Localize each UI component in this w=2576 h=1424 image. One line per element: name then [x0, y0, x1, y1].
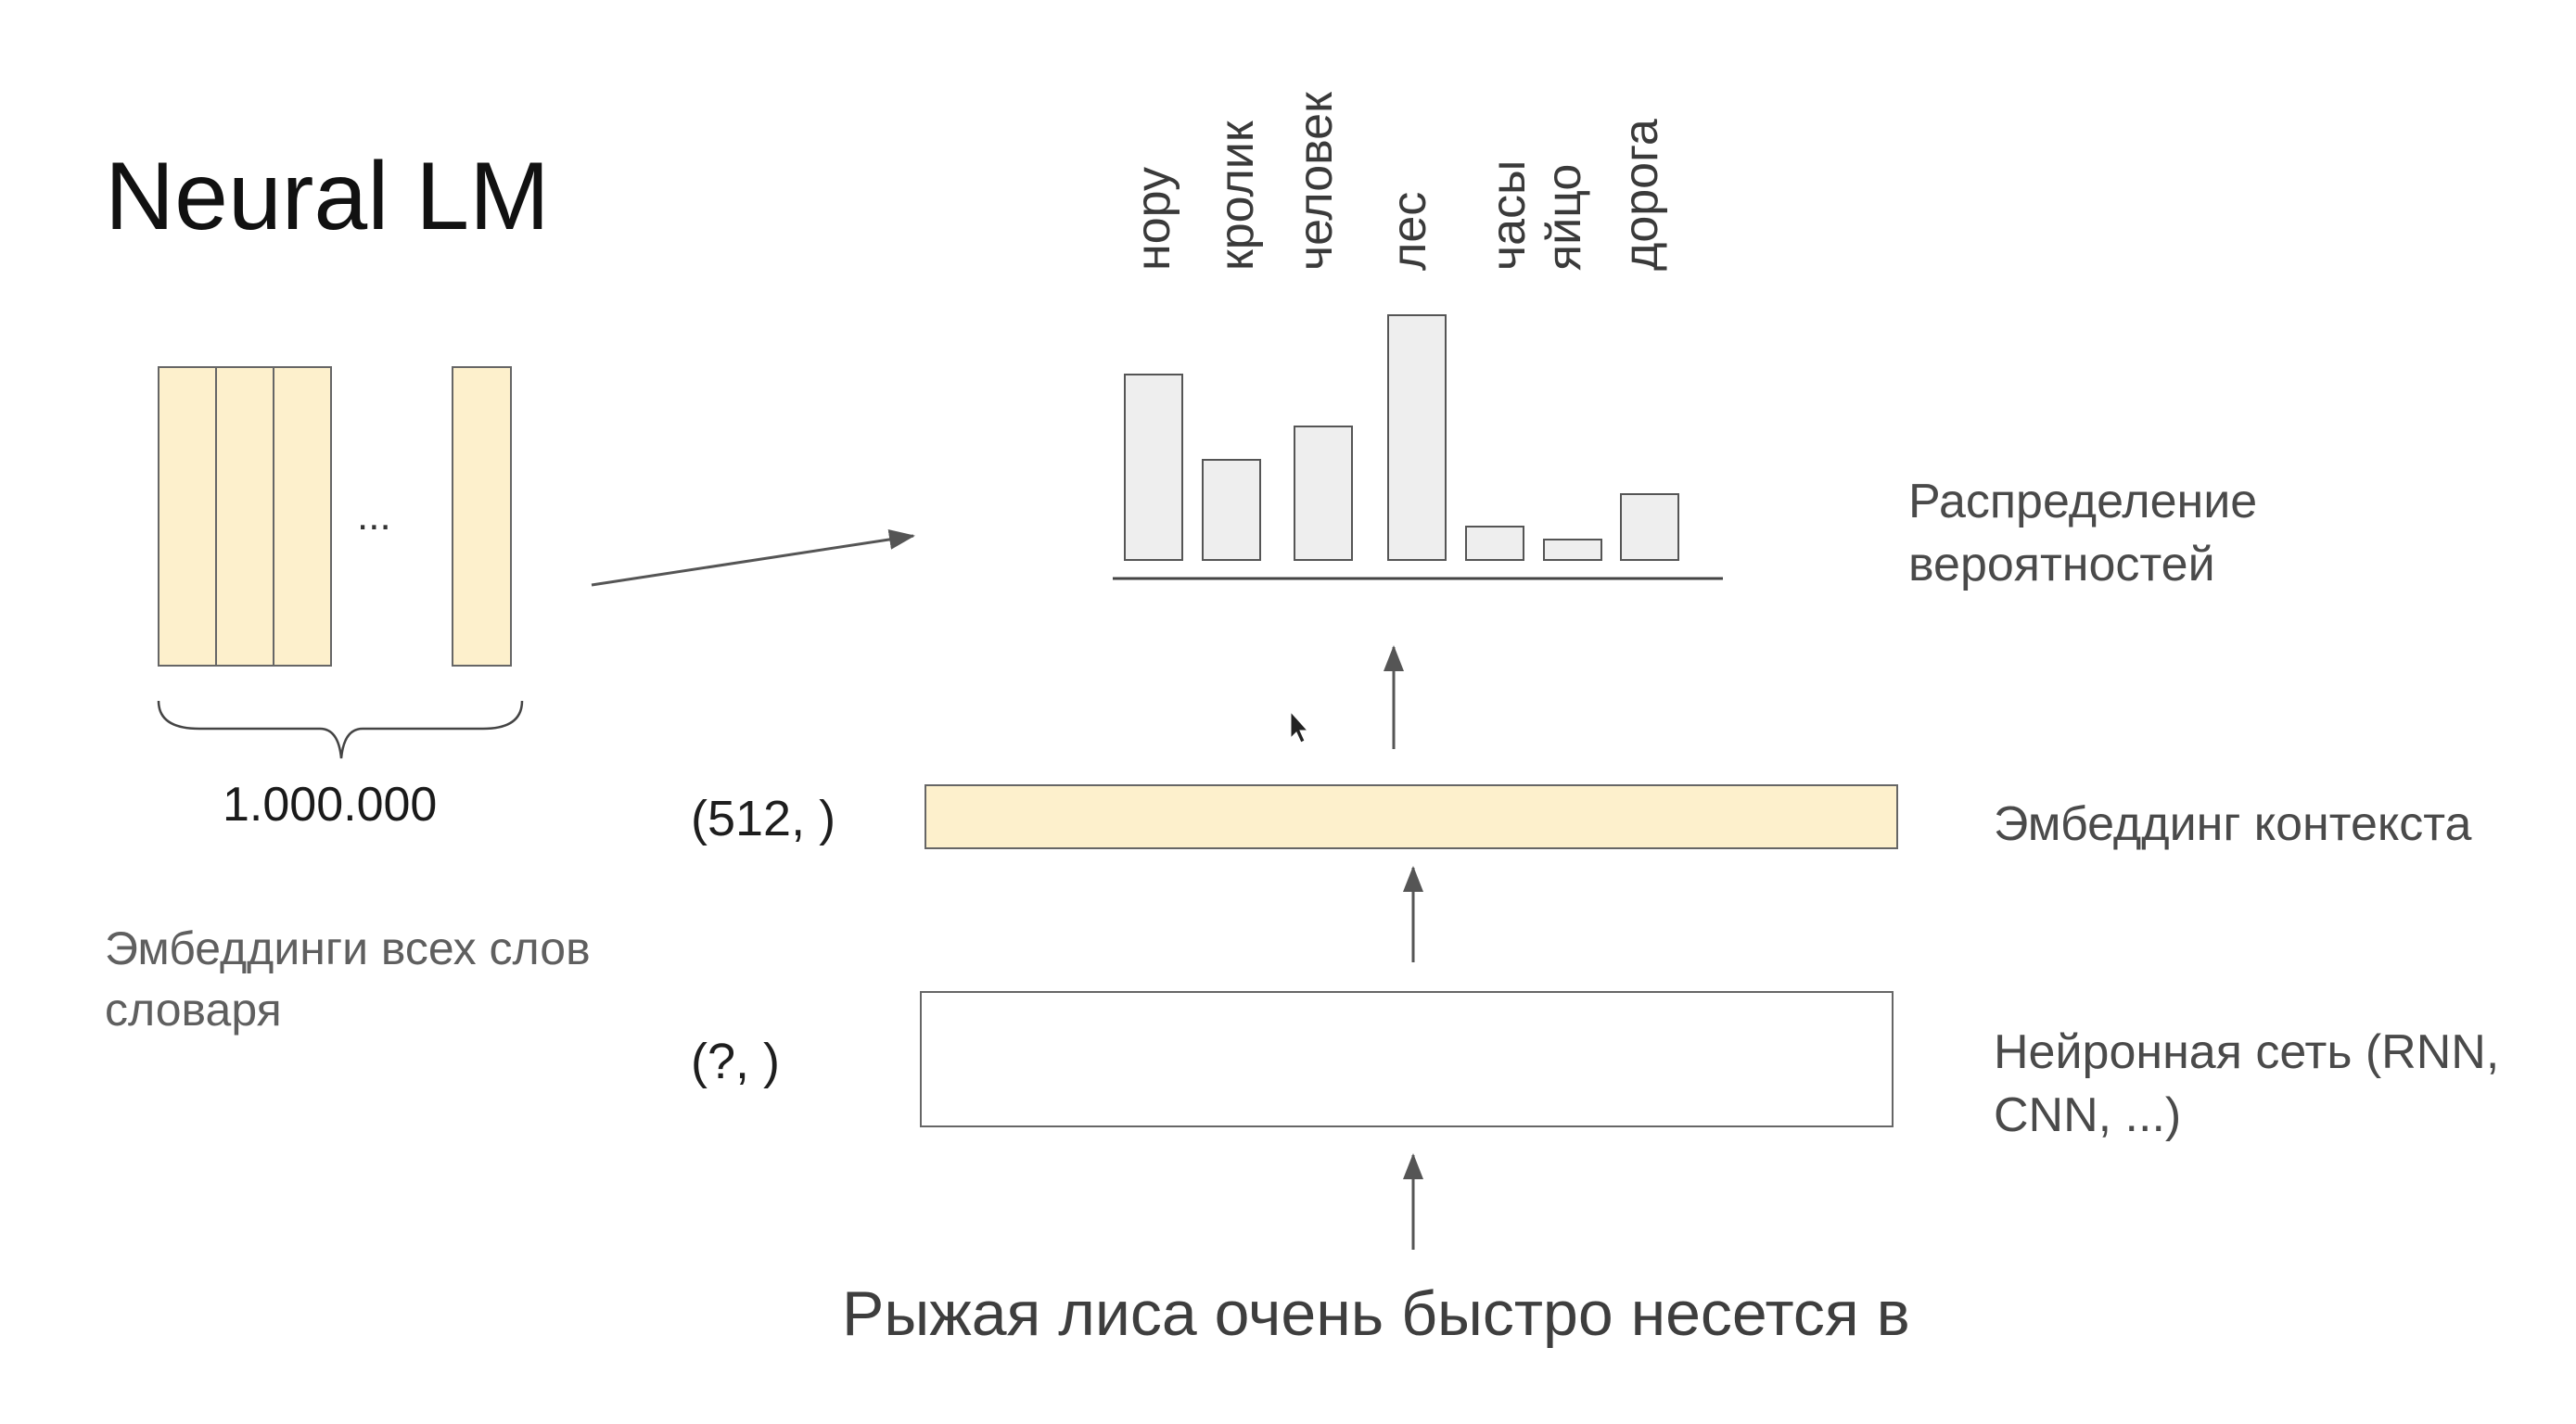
vocab-ellipsis: ... — [357, 493, 391, 539]
embedding-column — [273, 366, 332, 667]
embedding-column — [452, 366, 512, 667]
context-embedding-label: Эмбеддинг контекста — [1994, 797, 2472, 851]
probability-bar — [1543, 539, 1602, 561]
probability-bar — [1294, 426, 1353, 561]
word-label: лес — [1383, 191, 1436, 271]
word-label: нору — [1127, 167, 1180, 271]
slide-title: Neural LM — [105, 143, 550, 250]
distribution-label: Распределение вероятностей — [1908, 475, 2258, 591]
probability-bar — [1202, 459, 1261, 561]
input-sentence: Рыжая лиса очень быстро несется в — [842, 1278, 1910, 1349]
embedding-column — [215, 366, 274, 667]
vocab-size: 1.000.000 — [223, 778, 438, 832]
neural-network-box — [920, 991, 1894, 1127]
context-embedding-box — [925, 784, 1898, 849]
embedding-column — [158, 366, 217, 667]
word-label: часы — [1482, 159, 1536, 271]
vocab-caption: Эмбеддинги всех слов словаря — [105, 922, 591, 1036]
word-label: кролик — [1210, 121, 1264, 271]
word-label: яйцо — [1537, 163, 1591, 271]
word-label: дорога — [1614, 119, 1668, 271]
network-shape-label: (?, ) — [691, 1034, 781, 1089]
word-label: человек — [1289, 92, 1343, 271]
probability-bar — [1124, 374, 1183, 561]
curly-brace-icon — [157, 700, 524, 759]
embedding-matrix — [158, 366, 512, 667]
probability-bar — [1465, 526, 1524, 561]
probability-bar — [1620, 493, 1679, 561]
context-shape-label: (512, ) — [691, 791, 836, 846]
neural-network-label: Нейронная сеть (RNN, CNN, ...) — [1994, 1025, 2500, 1142]
arrow-icon — [591, 529, 915, 587]
probability-bar — [1387, 314, 1447, 561]
mouse-cursor-icon — [1290, 710, 1309, 744]
probability-histogram — [1113, 314, 1723, 580]
